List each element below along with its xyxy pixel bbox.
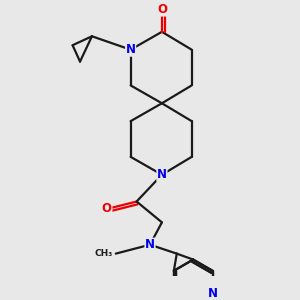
Text: N: N [126, 43, 136, 56]
Text: N: N [208, 286, 218, 300]
Text: CH₃: CH₃ [94, 249, 113, 258]
Text: O: O [157, 3, 167, 16]
Text: O: O [102, 202, 112, 215]
Text: N: N [157, 168, 167, 181]
Text: N: N [145, 238, 155, 251]
